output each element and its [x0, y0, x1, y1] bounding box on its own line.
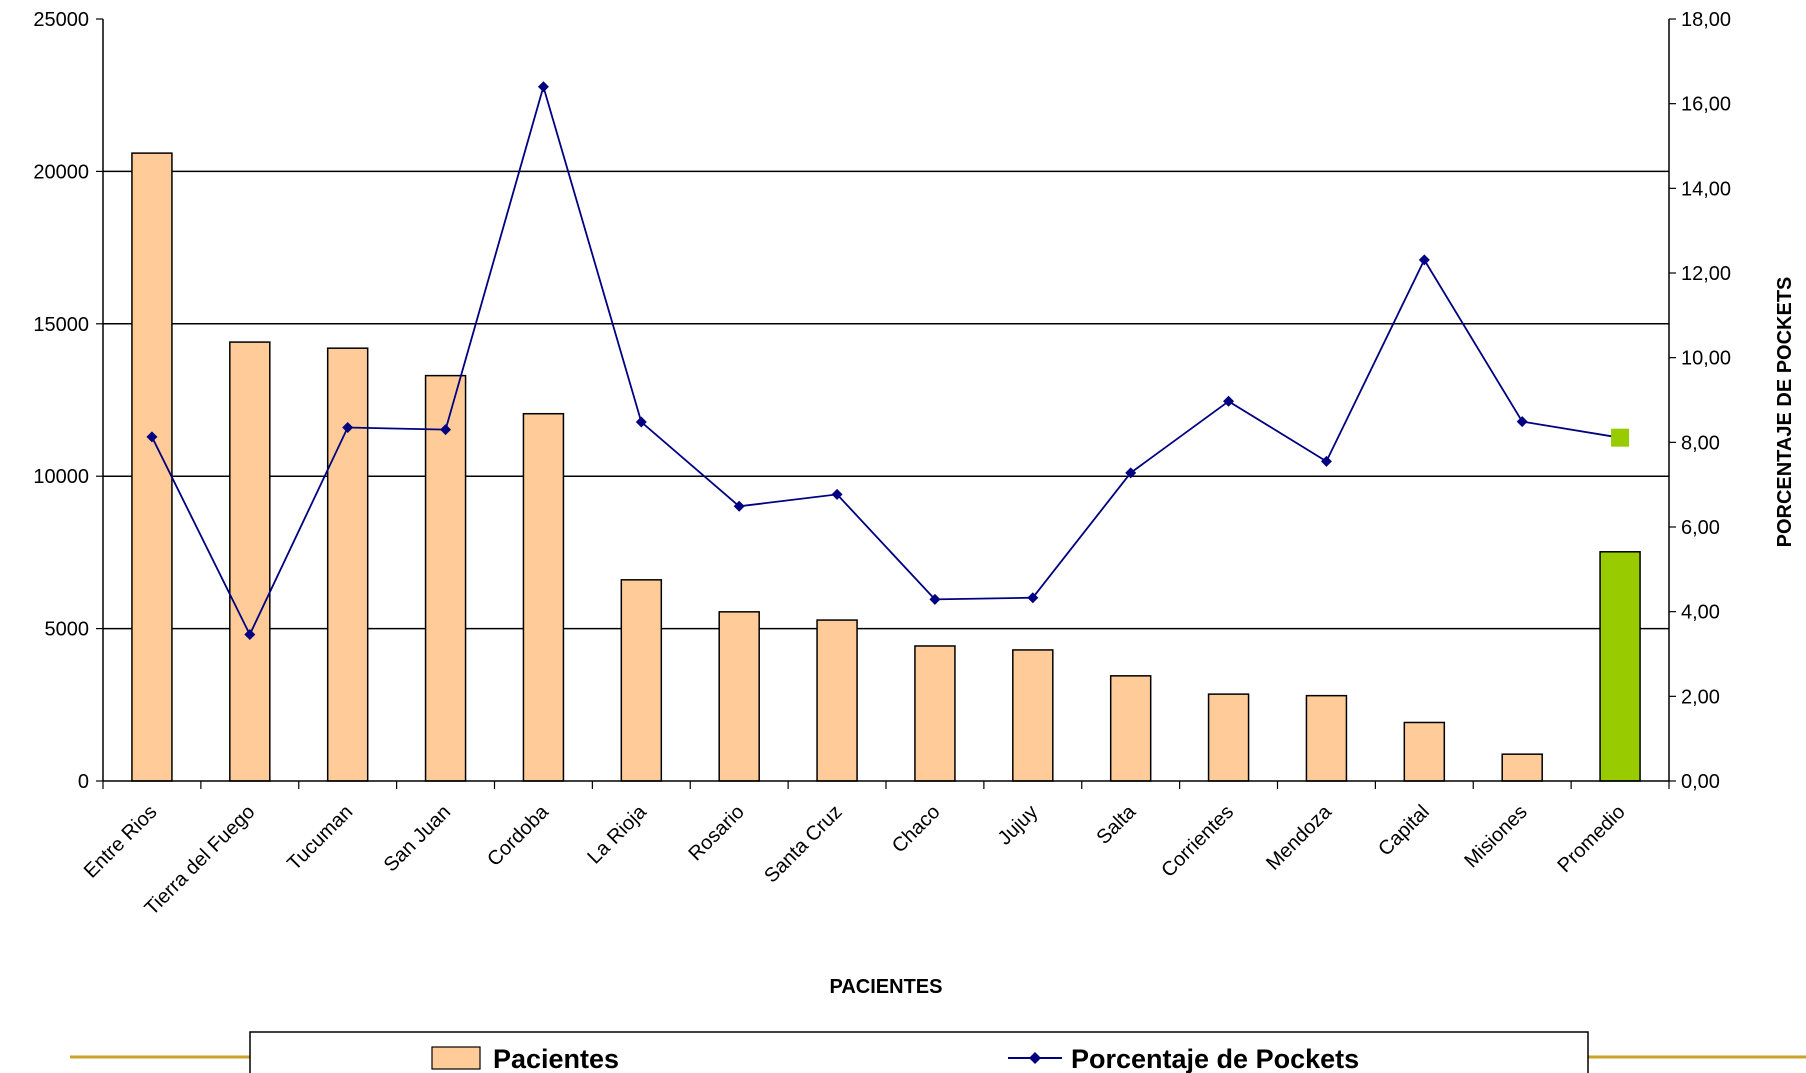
y-right-tick-label: 12,00 — [1681, 263, 1731, 285]
point-14 — [1418, 254, 1430, 266]
y-right-tick-label: 16,00 — [1681, 94, 1731, 116]
x-tick-label: San Juan — [380, 801, 455, 876]
y-right-tick-label: 4,00 — [1681, 602, 1720, 624]
y-left-tick-label: 20000 — [33, 161, 89, 183]
x-tick-label: Entre Rios — [80, 801, 162, 883]
point-2 — [244, 629, 256, 641]
y-right-tick-label: 18,00 — [1681, 9, 1731, 31]
x-tick-label: Promedio — [1554, 801, 1630, 877]
point-12 — [1223, 395, 1235, 407]
point-15 — [1516, 416, 1528, 428]
legend-swatch-pacientes — [431, 1046, 481, 1070]
bar-14 — [1403, 721, 1446, 782]
legend: Pacientes Porcentaje de Pockets — [249, 1031, 1589, 1073]
point-1 — [146, 431, 158, 443]
x-axis-title: PACIENTES — [830, 976, 943, 998]
y-right-tick-label: 0,00 — [1681, 771, 1720, 793]
point-4 — [440, 424, 452, 436]
bar-series — [131, 152, 1641, 782]
x-tick-label: Tucuman — [283, 801, 357, 875]
bar-5 — [522, 412, 565, 782]
bar-7 — [718, 611, 760, 782]
point-13 — [1320, 455, 1332, 467]
y-left-tick-label: 5000 — [45, 619, 90, 641]
x-tick-label: Salta — [1092, 800, 1140, 848]
y-right-tick-label: 6,00 — [1681, 517, 1720, 539]
y-left-tick-label: 25000 — [33, 9, 89, 31]
bar-15 — [1501, 753, 1543, 782]
x-tick-label: Capital — [1374, 801, 1434, 861]
x-tick-label: Misiones — [1460, 801, 1531, 872]
point-8 — [831, 488, 843, 500]
bar-11 — [1109, 675, 1152, 782]
bar-9 — [914, 645, 956, 782]
bar-13 — [1305, 694, 1348, 782]
bar-10 — [1012, 649, 1054, 782]
x-tick-label: La Rioja — [583, 800, 651, 868]
bar-12 — [1207, 693, 1250, 782]
point-10 — [1027, 592, 1039, 604]
x-tick-label: Mendoza — [1262, 800, 1336, 874]
y-right-tick-label: 2,00 — [1681, 686, 1720, 708]
tick-labels: 0 5000 10000 15000 20000 25000 0,00 2,00 4,00 6,0… — [33, 9, 1731, 920]
point-6 — [635, 416, 647, 428]
point-16 — [1611, 428, 1630, 447]
y-left-tick-label: 0 — [78, 771, 89, 793]
point-5 — [537, 81, 549, 93]
y-right-tick-label: 14,00 — [1681, 178, 1731, 200]
line-porcentaje — [151, 83, 1621, 637]
bar-8 — [816, 619, 858, 782]
x-tick-label: Santa Cruz — [760, 801, 846, 887]
x-tick-label: Jujuy — [994, 801, 1043, 850]
point-7 — [733, 500, 745, 512]
legend-label-porcentaje: Porcentaje de Pockets — [1071, 1044, 1359, 1073]
bar-16 — [1599, 551, 1641, 782]
y-left-tick-label: 10000 — [33, 466, 89, 488]
bar-4 — [424, 374, 467, 782]
point-3 — [342, 422, 354, 434]
legend-swatch-marker — [1029, 1052, 1041, 1064]
bar-2 — [229, 341, 271, 782]
y-right-tick-label: 10,00 — [1681, 348, 1731, 370]
x-tick-label: Corrientes — [1157, 801, 1238, 882]
axes — [96, 18, 1676, 789]
legend-label-pacientes: Pacientes — [493, 1044, 619, 1073]
bar-6 — [620, 579, 663, 782]
x-tick-label: Cordoba — [483, 800, 553, 870]
y-axis-right-title: PORCENTAJE DE POCKETS — [1774, 277, 1796, 548]
point-9 — [929, 593, 941, 605]
y-right-tick-label: 8,00 — [1681, 432, 1720, 454]
x-tick-label: Rosario — [684, 801, 748, 865]
bar-3 — [326, 347, 369, 782]
x-tick-label: Chaco — [888, 801, 944, 857]
point-11 — [1125, 467, 1137, 479]
y-left-tick-label: 15000 — [33, 314, 89, 336]
line-series — [146, 81, 1630, 641]
